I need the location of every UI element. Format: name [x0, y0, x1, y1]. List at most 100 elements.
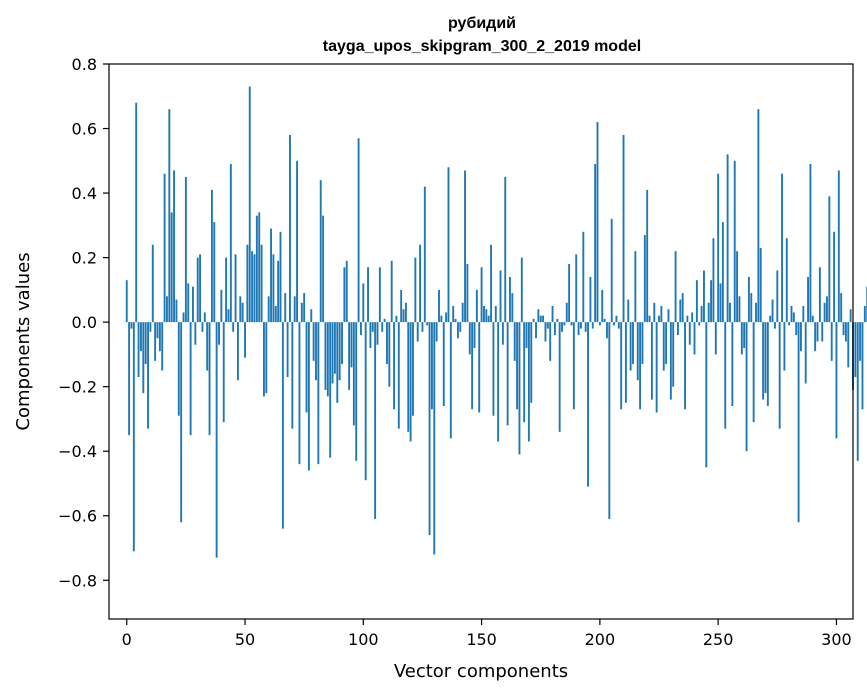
bar-98: [357, 138, 360, 323]
bar-33: [203, 312, 206, 323]
bar-296: [826, 296, 828, 323]
bar-160: [504, 176, 507, 323]
bar-225: [658, 315, 660, 323]
bar-61: [270, 228, 272, 323]
bar-290: [811, 315, 814, 323]
bar-21: [175, 299, 178, 323]
bar-15: [161, 322, 164, 371]
bar-107: [378, 267, 381, 323]
bar-255: [729, 302, 731, 323]
bar-180: [551, 306, 554, 323]
bar-1: [128, 322, 131, 436]
bar-84: [324, 322, 327, 390]
bar-269: [762, 322, 765, 400]
bar-232: [674, 251, 677, 323]
bar-80: [315, 322, 317, 381]
bar-96: [352, 322, 355, 426]
bar-95: [350, 322, 353, 368]
bar-242: [698, 322, 701, 326]
bar-266: [755, 302, 757, 323]
y-axis-ticks: −0.8 −0.6 −0.4 −0.2 0.0 0.2 0.4 0.6 0.8: [58, 55, 109, 590]
bar-135: [445, 312, 448, 323]
bar-153: [487, 315, 490, 323]
bar-287: [804, 322, 807, 384]
bar-62: [272, 254, 275, 323]
bar-289: [809, 164, 812, 323]
bar-167: [520, 257, 523, 323]
bar-141: [459, 322, 462, 332]
bar-116: [400, 289, 403, 323]
bar-238: [688, 322, 691, 345]
bar-171: [530, 322, 533, 403]
bar-121: [412, 322, 414, 416]
bar-310: [859, 322, 862, 361]
bar-51: [246, 244, 249, 323]
bar-199: [596, 122, 599, 323]
y-tick-label: 0.4: [72, 184, 97, 203]
bar-157: [497, 322, 500, 442]
bar-251: [719, 283, 722, 323]
bar-292: [816, 322, 819, 342]
x-axis-label: Vector components: [394, 661, 568, 682]
bar-110: [386, 322, 388, 365]
bar-192: [580, 322, 582, 329]
bar-215: [634, 251, 637, 323]
bar-185: [563, 322, 566, 326]
bar-56: [258, 212, 261, 323]
bar-10: [149, 322, 152, 332]
bar-55: [255, 215, 258, 323]
bar-103: [369, 322, 372, 348]
bar-91: [341, 322, 343, 365]
bar-233: [676, 322, 679, 336]
bar-100: [362, 283, 365, 323]
bar-149: [478, 322, 481, 413]
bar-195: [587, 322, 589, 487]
bar-29: [194, 322, 197, 345]
bar-206: [613, 322, 616, 326]
bar-136: [447, 167, 450, 323]
x-axis-ticks: 0 50 100 150 200 250 300: [122, 619, 852, 649]
bar-144: [466, 264, 469, 323]
bar-229: [667, 309, 670, 323]
bar-202: [603, 318, 606, 323]
bar-122: [414, 257, 417, 323]
bar-89: [336, 322, 339, 403]
bar-198: [594, 164, 597, 323]
bar-82: [319, 180, 322, 323]
bar-70: [291, 322, 294, 429]
bar-7: [142, 322, 145, 394]
bar-77: [307, 322, 310, 471]
y-tick-label: 0.2: [72, 249, 97, 268]
bar-59: [265, 322, 268, 394]
bar-177: [544, 322, 547, 342]
bar-214: [632, 322, 634, 365]
bar-268: [759, 247, 762, 323]
bar-288: [807, 276, 809, 323]
bar-111: [388, 322, 391, 387]
bar-293: [818, 267, 821, 323]
bar-263: [747, 276, 750, 323]
bar-204: [608, 322, 611, 519]
bar-273: [771, 299, 774, 323]
bar-19: [170, 212, 173, 323]
bar-182: [556, 318, 559, 323]
chart-subtitle: tayga_upos_skipgram_300_2_2019 model: [323, 38, 641, 55]
bar-256: [731, 322, 734, 407]
bar-178: [546, 322, 549, 329]
bar-165: [516, 322, 519, 410]
bar-210: [622, 134, 625, 323]
bar-45: [232, 322, 235, 332]
bar-134: [442, 322, 445, 407]
bar-127: [426, 322, 429, 326]
bar-86: [329, 322, 332, 458]
bar-300: [835, 322, 838, 439]
bar-50: [244, 322, 246, 358]
bar-239: [691, 312, 694, 323]
bar-172: [532, 318, 535, 323]
bar-124: [419, 244, 422, 323]
bar-311: [861, 322, 864, 410]
bar-4: [135, 102, 138, 323]
bar-79: [312, 322, 315, 361]
bar-87: [331, 322, 334, 384]
